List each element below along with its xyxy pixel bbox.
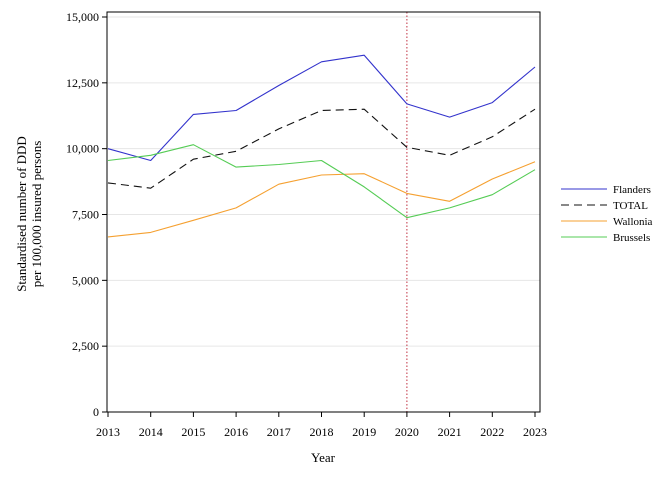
y-tick-label: 5,000 bbox=[72, 273, 99, 287]
x-tick-label: 2020 bbox=[395, 425, 419, 439]
y-tick-label: 2,500 bbox=[72, 339, 99, 353]
plot-frame bbox=[106, 11, 541, 413]
x-tick-label: 2015 bbox=[181, 425, 205, 439]
y-axis-title: Standardised number of DDD per 100,000 i… bbox=[14, 136, 44, 292]
y-tick-label: 12,500 bbox=[66, 76, 99, 90]
legend-label-total: TOTAL bbox=[613, 200, 648, 212]
x-tick-label: 2016 bbox=[224, 425, 248, 439]
gridlines bbox=[107, 16, 540, 347]
x-tick-label: 2023 bbox=[523, 425, 547, 439]
series-line-total bbox=[107, 108, 536, 189]
legend-label-brussels: Brussels bbox=[613, 232, 650, 244]
y-axis-title-line-2: per 100,000 insured persons bbox=[29, 141, 44, 288]
series-line-brussels bbox=[107, 144, 536, 219]
x-tick-label: 2018 bbox=[310, 425, 334, 439]
y-tick-label: 0 bbox=[93, 405, 99, 419]
y-axis-title-line-1: Standardised number of DDD bbox=[14, 136, 29, 292]
y-axis-ticks: 0 2,500 5,000 7,500 10,000 12,500 15,000 bbox=[66, 10, 107, 419]
x-tick-label: 2013 bbox=[96, 425, 120, 439]
x-tick-label: 2017 bbox=[267, 425, 291, 439]
y-tick-label: 7,500 bbox=[72, 208, 99, 222]
axes bbox=[106, 11, 541, 413]
x-axis-title: Year bbox=[311, 450, 336, 465]
series-line-flanders bbox=[107, 54, 536, 162]
legend-label-wallonia: Wallonia bbox=[613, 216, 653, 228]
x-axis-ticks: 2013 2014 2015 2016 2017 2018 2019 2020 2021 2022… bbox=[96, 412, 547, 439]
x-tick-label: 2022 bbox=[480, 425, 504, 439]
y-tick-label: 15,000 bbox=[66, 10, 99, 24]
series-line-wallonia bbox=[107, 161, 536, 238]
x-tick-label: 2014 bbox=[139, 425, 163, 439]
legend-label-flanders: Flanders bbox=[613, 184, 651, 196]
series-lines bbox=[107, 54, 536, 238]
legend: Flanders TOTAL Wallonia Brussels bbox=[561, 184, 653, 244]
y-tick-label: 10,000 bbox=[66, 142, 99, 156]
x-tick-label: 2021 bbox=[438, 425, 462, 439]
x-tick-label: 2019 bbox=[352, 425, 376, 439]
